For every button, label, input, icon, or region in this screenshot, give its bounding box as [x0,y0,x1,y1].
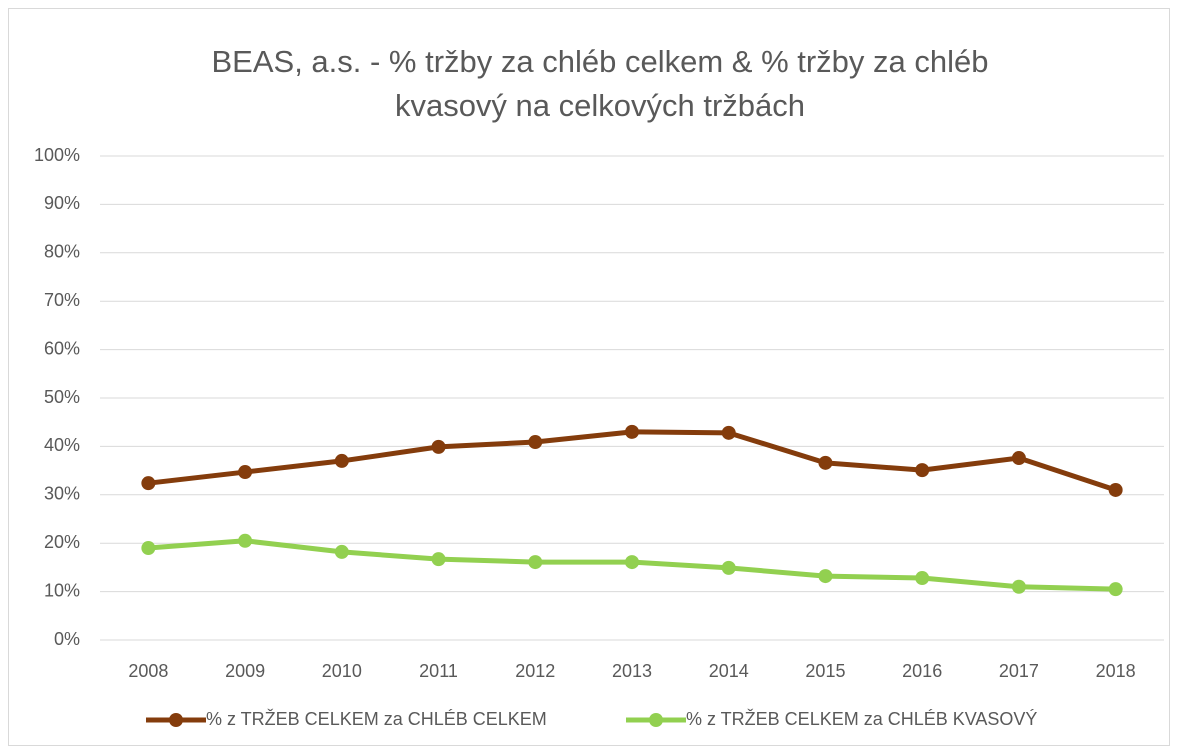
x-tick-label: 2018 [1096,661,1136,681]
legend-label: % z TRŽEB CELKEM za CHLÉB CELKEM [206,709,547,729]
marker [1108,482,1123,497]
x-tick-label: 2009 [225,661,265,681]
legend-marker [169,713,183,727]
y-tick-label: 100% [34,145,80,165]
chart-frame [8,8,1170,746]
x-tick-label: 2016 [902,661,942,681]
series-line [148,429,1117,493]
y-tick-label: 80% [44,242,80,262]
marker [818,455,833,470]
y-tick-label: 20% [44,532,80,552]
y-tick-label: 10% [44,580,80,600]
legend-marker [649,713,663,727]
y-tick-label: 90% [44,193,80,213]
y-tick-label: 60% [44,338,80,358]
x-tick-label: 2013 [612,661,652,681]
x-tick-label: 2014 [709,661,749,681]
marker [431,552,446,567]
y-tick-label: 50% [44,387,80,407]
marker [915,571,930,586]
marker [528,555,543,570]
marker [1108,582,1123,597]
legend-label: % z TRŽEB CELKEM za CHLÉB KVASOVÝ [686,709,1037,729]
marker [625,555,639,570]
y-tick-label: 0% [54,629,80,649]
marker [528,435,543,450]
marker [141,476,156,491]
marker [915,463,930,478]
marker [238,465,253,480]
marker [721,560,736,575]
y-tick-label: 30% [44,484,80,504]
marker [818,569,833,584]
y-tick-label: 40% [44,435,80,455]
x-tick-label: 2010 [322,661,362,681]
x-tick-label: 2015 [805,661,845,681]
marker [625,424,639,439]
x-tick-label: 2011 [419,661,458,681]
marker [721,425,736,440]
x-tick-label: 2008 [128,661,168,681]
chart-title: BEAS, a.s. - % tržby za chléb celkem & %… [211,44,989,123]
marker [1011,579,1026,594]
marker [1011,451,1026,466]
x-tick-label: 2012 [515,661,555,681]
y-tick-label: 70% [44,290,80,310]
marker [141,541,156,556]
marker [334,544,349,559]
marker [238,533,253,548]
x-tick-label: 2017 [999,661,1039,681]
marker [334,453,349,468]
marker [431,439,446,454]
